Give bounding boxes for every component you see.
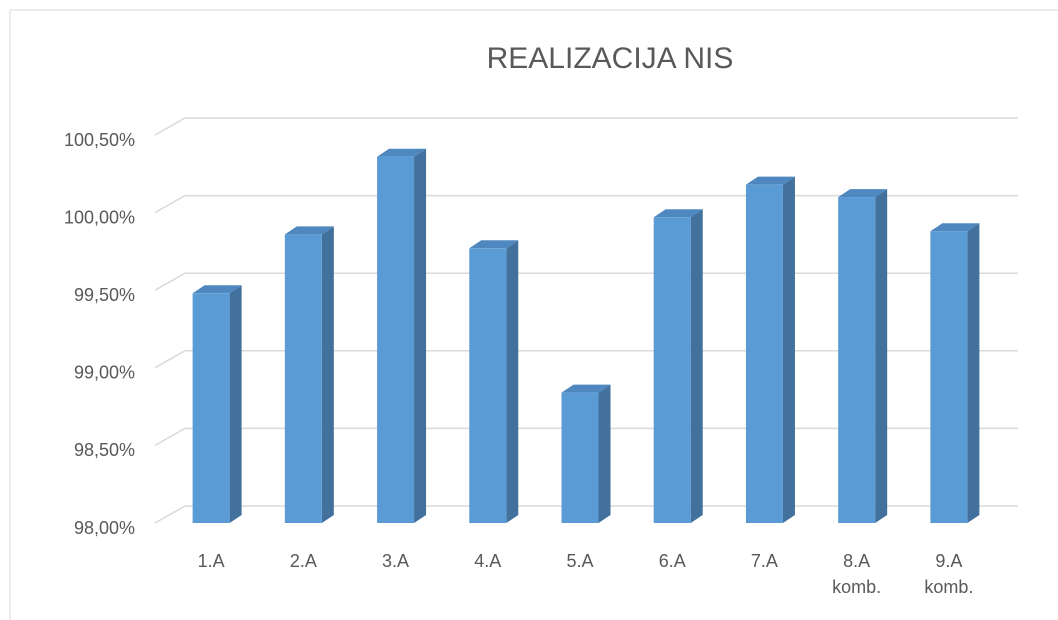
x-tick-label: 9.A komb. <box>924 551 974 597</box>
bar-side <box>598 384 611 523</box>
bar <box>561 392 599 523</box>
x-tick-label: 5.A <box>566 551 594 571</box>
bar-side <box>506 240 519 523</box>
bar <box>653 217 691 524</box>
grid-line <box>154 117 1018 136</box>
bar <box>192 293 230 523</box>
bar-top <box>469 240 519 249</box>
x-tick-label: 3.A <box>382 551 410 571</box>
chart-title: REALIZACIJA NIS <box>487 42 734 75</box>
bar <box>377 156 415 523</box>
bar-top <box>192 285 242 294</box>
bar-side <box>321 226 334 523</box>
x-tick-label: 8.A komb. <box>832 551 882 597</box>
bar-top <box>653 209 703 218</box>
grid-line <box>154 272 1018 291</box>
bar <box>930 231 968 523</box>
x-tick-label: 4.A <box>474 551 502 571</box>
y-tick-label: 100,50% <box>64 130 135 150</box>
y-tick-label: 98,50% <box>74 440 135 460</box>
bar-top <box>838 189 888 198</box>
bar-side <box>414 148 427 523</box>
y-tick-label: 98,00% <box>74 518 135 538</box>
bar-side <box>782 176 795 523</box>
bar <box>838 197 876 523</box>
bar-side <box>875 189 888 523</box>
bar <box>745 184 783 523</box>
y-tick-label: 99,50% <box>74 285 135 305</box>
bar-top <box>377 148 427 157</box>
grid-line <box>154 350 1018 369</box>
x-tick-label: 7.A <box>750 551 778 571</box>
bar-top <box>561 384 611 393</box>
y-tick-label: 100,00% <box>64 207 135 227</box>
grid-line <box>154 505 1018 524</box>
bar <box>284 234 322 523</box>
x-tick-label: 1.A <box>197 551 225 571</box>
grid-line <box>154 194 1018 214</box>
bar <box>469 248 507 523</box>
bar-side <box>690 209 703 524</box>
bar-side <box>229 285 242 523</box>
x-tick-label: 2.A <box>289 551 317 571</box>
grid-line <box>154 427 1018 447</box>
bar-top <box>745 176 795 185</box>
x-tick-label: 6.A <box>658 551 686 571</box>
y-tick-label: 99,00% <box>74 363 135 383</box>
bar-top <box>930 223 980 232</box>
bar-side <box>967 223 980 523</box>
bar-top <box>284 226 334 235</box>
